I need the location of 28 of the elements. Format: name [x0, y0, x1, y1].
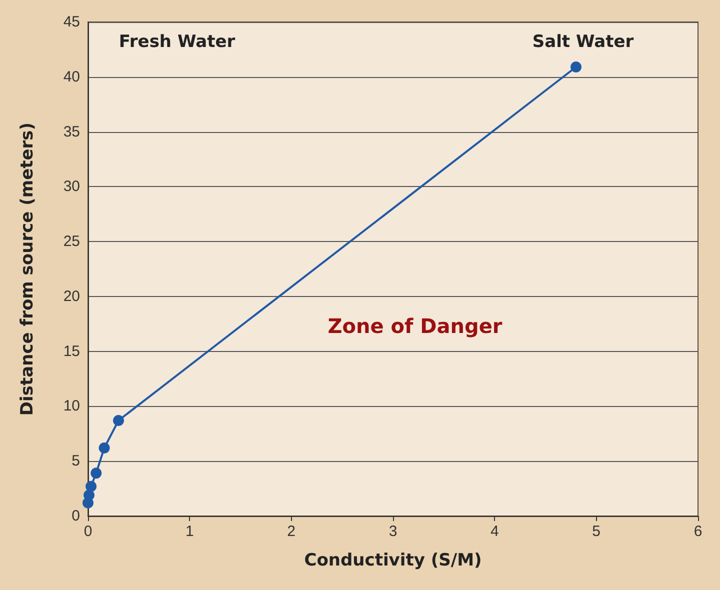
x-tick-label: 0 [84, 523, 92, 540]
point [570, 62, 582, 73]
x-tick-label: 5 [592, 523, 601, 540]
y-tick-label: 20 [63, 288, 80, 305]
x-tick-label: 6 [694, 523, 702, 540]
x-axis-title: Conductivity (S/M) [304, 550, 482, 570]
y-tick-label: 0 [72, 508, 80, 524]
x-tick-label: 1 [185, 523, 194, 540]
y-tick-label: 10 [63, 398, 80, 415]
y-tick-label: 30 [63, 178, 80, 196]
y-tick-label: 35 [63, 123, 80, 140]
point [86, 480, 97, 492]
annotation: Fresh Water [118, 32, 236, 52]
y-tick-label: 15 [63, 342, 80, 360]
x-tick-label: 4 [490, 523, 499, 540]
annotation: Zone of Danger [328, 314, 502, 338]
y-tick-label: 45 [63, 14, 80, 30]
y-tick-label: 5 [72, 452, 80, 470]
y-tick-label: 40 [63, 68, 80, 86]
x-tick-label: 2 [287, 523, 296, 540]
point [84, 490, 95, 501]
y-axis-title: Distance from source (meters) [18, 122, 38, 416]
x-tick-label: 3 [388, 523, 398, 540]
point [90, 468, 102, 479]
point [98, 442, 110, 454]
y-tick-label: 25 [63, 233, 80, 250]
annotation: Salt Water [532, 32, 634, 52]
point [113, 414, 124, 426]
